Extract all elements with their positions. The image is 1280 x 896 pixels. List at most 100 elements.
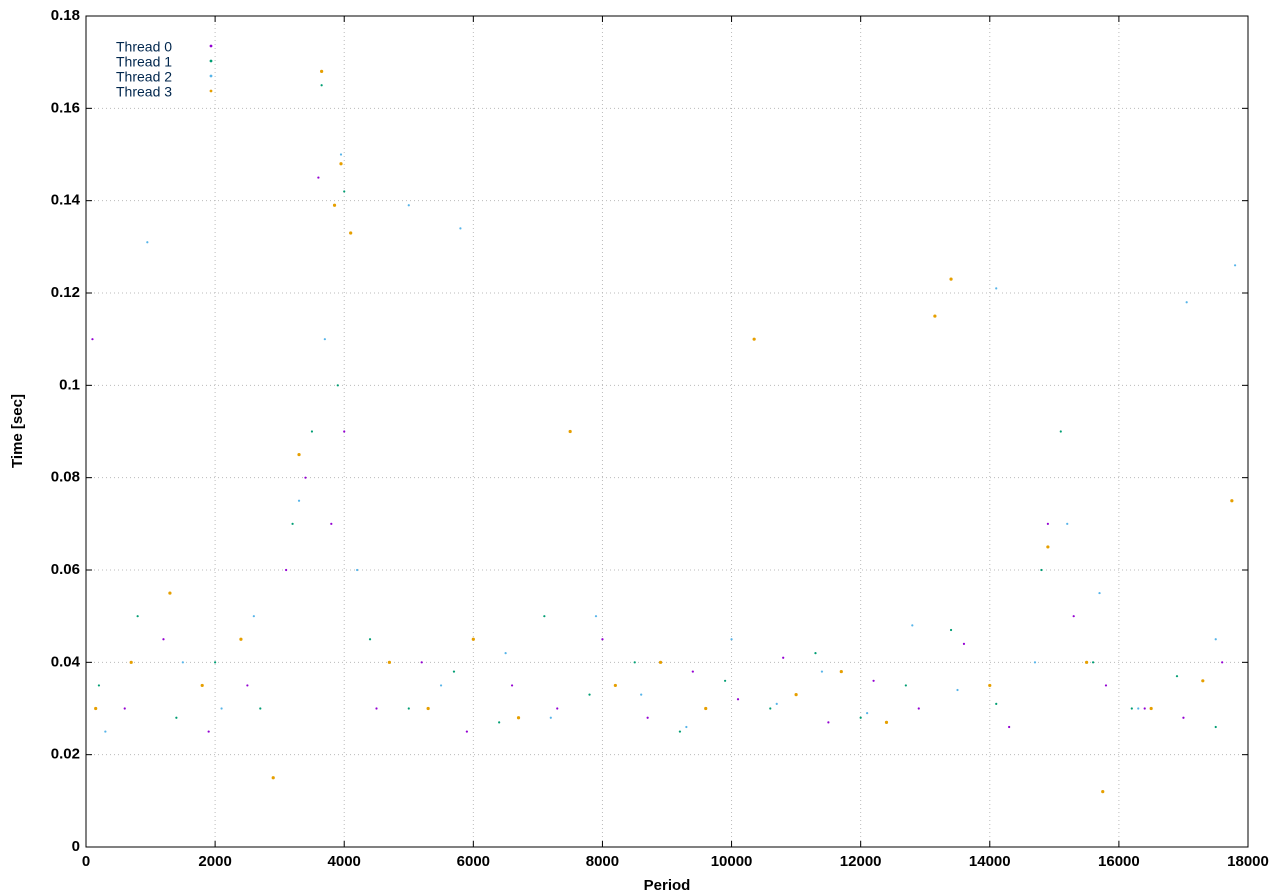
data-point [543, 615, 546, 618]
y-tick-label: 0.02 [51, 746, 80, 763]
data-point [387, 660, 392, 664]
y-tick-label: 0.12 [51, 284, 80, 301]
data-point [104, 730, 107, 733]
data-point [323, 338, 326, 341]
data-point [420, 661, 423, 664]
y-tick-label: 0.06 [51, 561, 80, 578]
y-tick-label: 0 [72, 838, 80, 855]
data-point [1072, 615, 1075, 618]
legend-label: Thread 0 [116, 39, 172, 55]
data-point [504, 652, 507, 655]
data-point [588, 693, 591, 696]
data-point [330, 522, 333, 525]
data-point [1130, 707, 1133, 710]
data-point [343, 190, 346, 193]
legend-label: Thread 1 [116, 54, 172, 70]
y-tick-label: 0.14 [51, 192, 81, 209]
data-point [136, 615, 139, 618]
data-point [452, 670, 456, 673]
data-point [949, 628, 953, 632]
plot-frame [85, 15, 1249, 848]
data-point [252, 615, 255, 618]
data-point [633, 661, 636, 664]
data-point [794, 693, 798, 697]
data-point [956, 688, 959, 692]
x-tick-label: 0 [82, 853, 90, 870]
data-point [123, 707, 126, 710]
data-point [297, 452, 301, 457]
data-point [200, 683, 204, 688]
data-point [310, 430, 314, 433]
data-point [1143, 707, 1146, 710]
data-point [691, 670, 694, 673]
data-point [407, 707, 410, 710]
x-tick-label: 2000 [198, 853, 231, 870]
data-point [1066, 522, 1069, 525]
data-point [1230, 499, 1234, 503]
data-point [498, 721, 501, 724]
x-tick-label: 12000 [840, 853, 882, 870]
data-point [246, 684, 249, 687]
data-point [1175, 675, 1179, 678]
data-point [601, 638, 604, 641]
data-point [704, 706, 708, 711]
data-point [782, 656, 785, 659]
data-point [339, 162, 343, 166]
data-point [1214, 725, 1217, 729]
data-point [866, 712, 869, 715]
data-point [1040, 568, 1043, 572]
data-point [239, 637, 243, 641]
data-point [658, 660, 663, 664]
data-point [1214, 638, 1217, 641]
data-point [1046, 522, 1049, 525]
data-point [613, 683, 617, 688]
data-point [769, 707, 772, 710]
data-point [556, 707, 559, 710]
data-point [465, 730, 468, 733]
data-point [407, 204, 410, 207]
data-point [285, 568, 288, 572]
data-point [339, 153, 343, 156]
data-point [1201, 679, 1205, 683]
data-point [510, 684, 514, 687]
data-point [640, 693, 643, 696]
data-point [297, 499, 301, 502]
data-point [1046, 545, 1050, 549]
x-tick-label: 16000 [1098, 853, 1140, 870]
data-point [168, 591, 172, 595]
data-point [1101, 790, 1105, 794]
data-point [259, 707, 262, 710]
data-point [859, 716, 862, 719]
data-point [375, 707, 378, 710]
data-point [91, 338, 94, 341]
data-point [471, 637, 475, 641]
x-tick-label: 8000 [586, 853, 619, 870]
data-point [594, 615, 598, 618]
data-point [146, 241, 149, 244]
data-point [820, 670, 824, 673]
y-tick-label: 0.18 [51, 7, 80, 24]
x-tick-label: 14000 [969, 853, 1011, 870]
data-point [678, 730, 682, 733]
data-point [162, 638, 165, 641]
data-point [872, 679, 875, 682]
data-point [97, 684, 101, 687]
data-point [317, 176, 320, 179]
legend-swatch [209, 74, 213, 78]
data-point [271, 776, 275, 780]
data-point [1008, 725, 1011, 729]
data-point [291, 522, 294, 525]
data-point [730, 638, 733, 641]
data-point [1085, 660, 1089, 664]
data-point [1221, 661, 1224, 664]
data-point [911, 624, 914, 627]
legend-swatch [209, 89, 213, 93]
data-point [995, 702, 998, 705]
data-point [426, 706, 430, 711]
data-point [181, 661, 184, 664]
data-point [904, 684, 907, 687]
y-tick-label: 0.08 [51, 469, 80, 486]
data-point [320, 84, 323, 87]
data-point [962, 642, 966, 645]
